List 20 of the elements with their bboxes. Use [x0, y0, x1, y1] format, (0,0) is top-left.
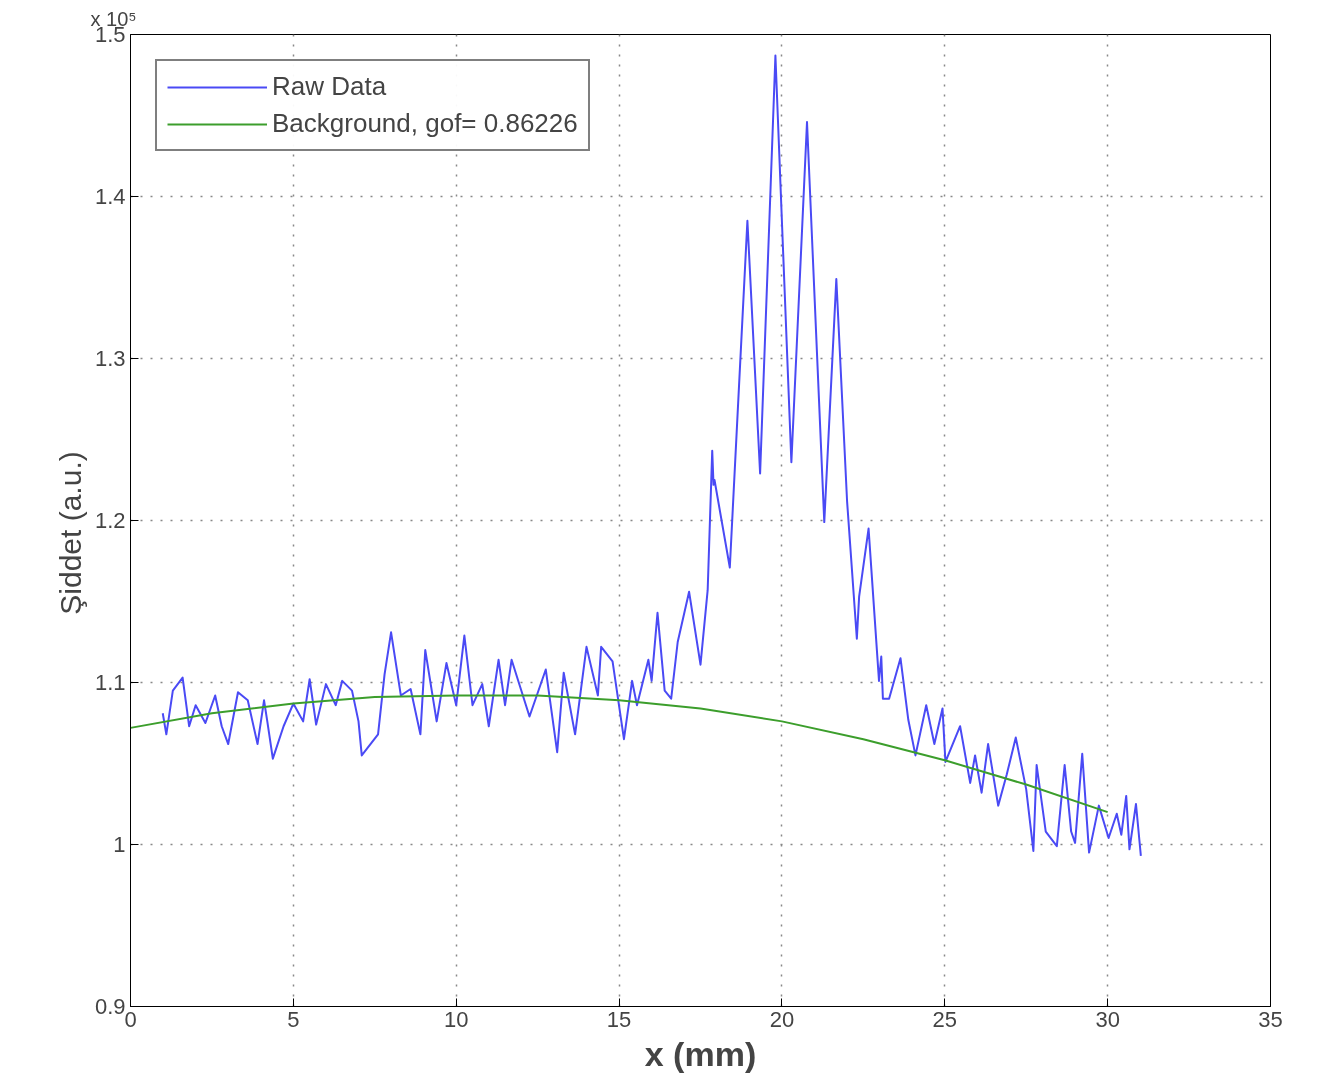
- x-tick-label: 0: [124, 1006, 137, 1032]
- x-tick-label: 35: [1258, 1006, 1283, 1032]
- x-tick-label: 30: [1095, 1006, 1120, 1032]
- y-tick-label: 1: [113, 832, 126, 857]
- x-tick-label: 20: [769, 1006, 795, 1032]
- y-axis-title: Şiddet (a.u.): [53, 451, 87, 615]
- y-tick-label: 1.1: [94, 670, 126, 695]
- y-tick-label: 1.2: [94, 508, 126, 533]
- y-tick-label: 1.4: [94, 184, 126, 209]
- legend-label: Background, gof= 0.86226: [272, 108, 578, 139]
- x-tick-label: 15: [606, 1006, 632, 1032]
- x-tick-label: 5: [287, 1006, 300, 1032]
- y-tick-label: 1.3: [94, 346, 126, 371]
- line-series: [130, 694, 1109, 814]
- x-tick-label: 10: [443, 1006, 469, 1032]
- x-tick-label: 25: [932, 1006, 958, 1032]
- line-series: [161, 54, 1142, 857]
- x-axis-title: x (mm): [644, 1034, 757, 1073]
- y-tick-label: 0.9: [94, 994, 126, 1019]
- legend-label: Raw Data: [272, 71, 387, 102]
